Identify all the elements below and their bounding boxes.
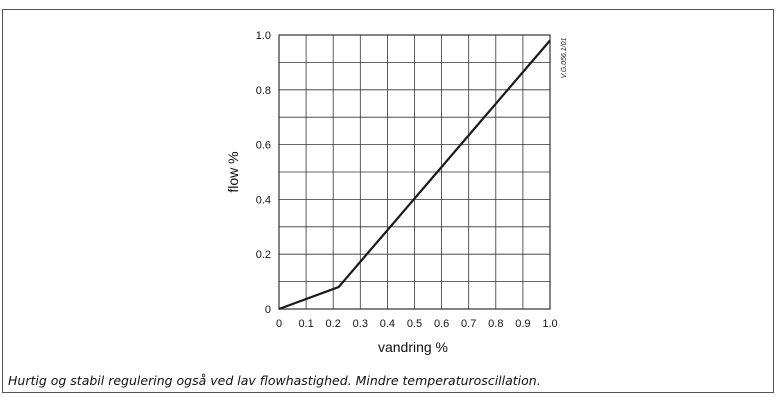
x-tick-label: 1.0	[542, 318, 557, 330]
bottom-rule	[2, 392, 774, 393]
x-axis-title: vandring %	[378, 339, 448, 355]
x-tick-label: 0.3	[353, 318, 368, 330]
x-tick-label: 0.5	[407, 318, 422, 330]
x-tick-label: 0.2	[326, 318, 341, 330]
y-tick-labels: 0 0.2 0.4 0.6 0.8 1.0	[256, 30, 271, 316]
figure-caption: Hurtig og stabil regulering også ved lav…	[8, 373, 541, 388]
y-tick-label: 0.8	[256, 85, 271, 97]
plot-area	[278, 34, 551, 310]
y-tick-label: 0.4	[256, 194, 271, 206]
figure-frame	[2, 9, 774, 392]
y-tick-label: 0	[265, 304, 271, 316]
x-tick-label: 0.4	[380, 318, 395, 330]
y-tick-label: 1.0	[256, 30, 271, 42]
y-tick-label: 0.6	[256, 140, 271, 152]
x-tick-labels: 0 0.1 0.2 0.3 0.4 0.5 0.6 0.7 0.8 0.9 1.0	[276, 318, 558, 330]
x-tick-label: 0	[276, 318, 282, 330]
x-tick-label: 0.8	[488, 318, 503, 330]
chart-grid	[279, 35, 550, 309]
y-axis-title: flow %	[225, 151, 241, 192]
x-tick-label: 0.1	[298, 318, 313, 330]
series-layer	[278, 39, 551, 311]
x-tick-label: 0.6	[434, 318, 449, 330]
x-tick-label: 0.9	[515, 318, 530, 330]
series-line	[278, 39, 551, 311]
plot-border	[278, 34, 551, 310]
y-tick-label: 0.2	[256, 249, 271, 261]
code-mark: V.G.056.1/01	[561, 38, 568, 79]
x-tick-label: 0.7	[461, 318, 476, 330]
